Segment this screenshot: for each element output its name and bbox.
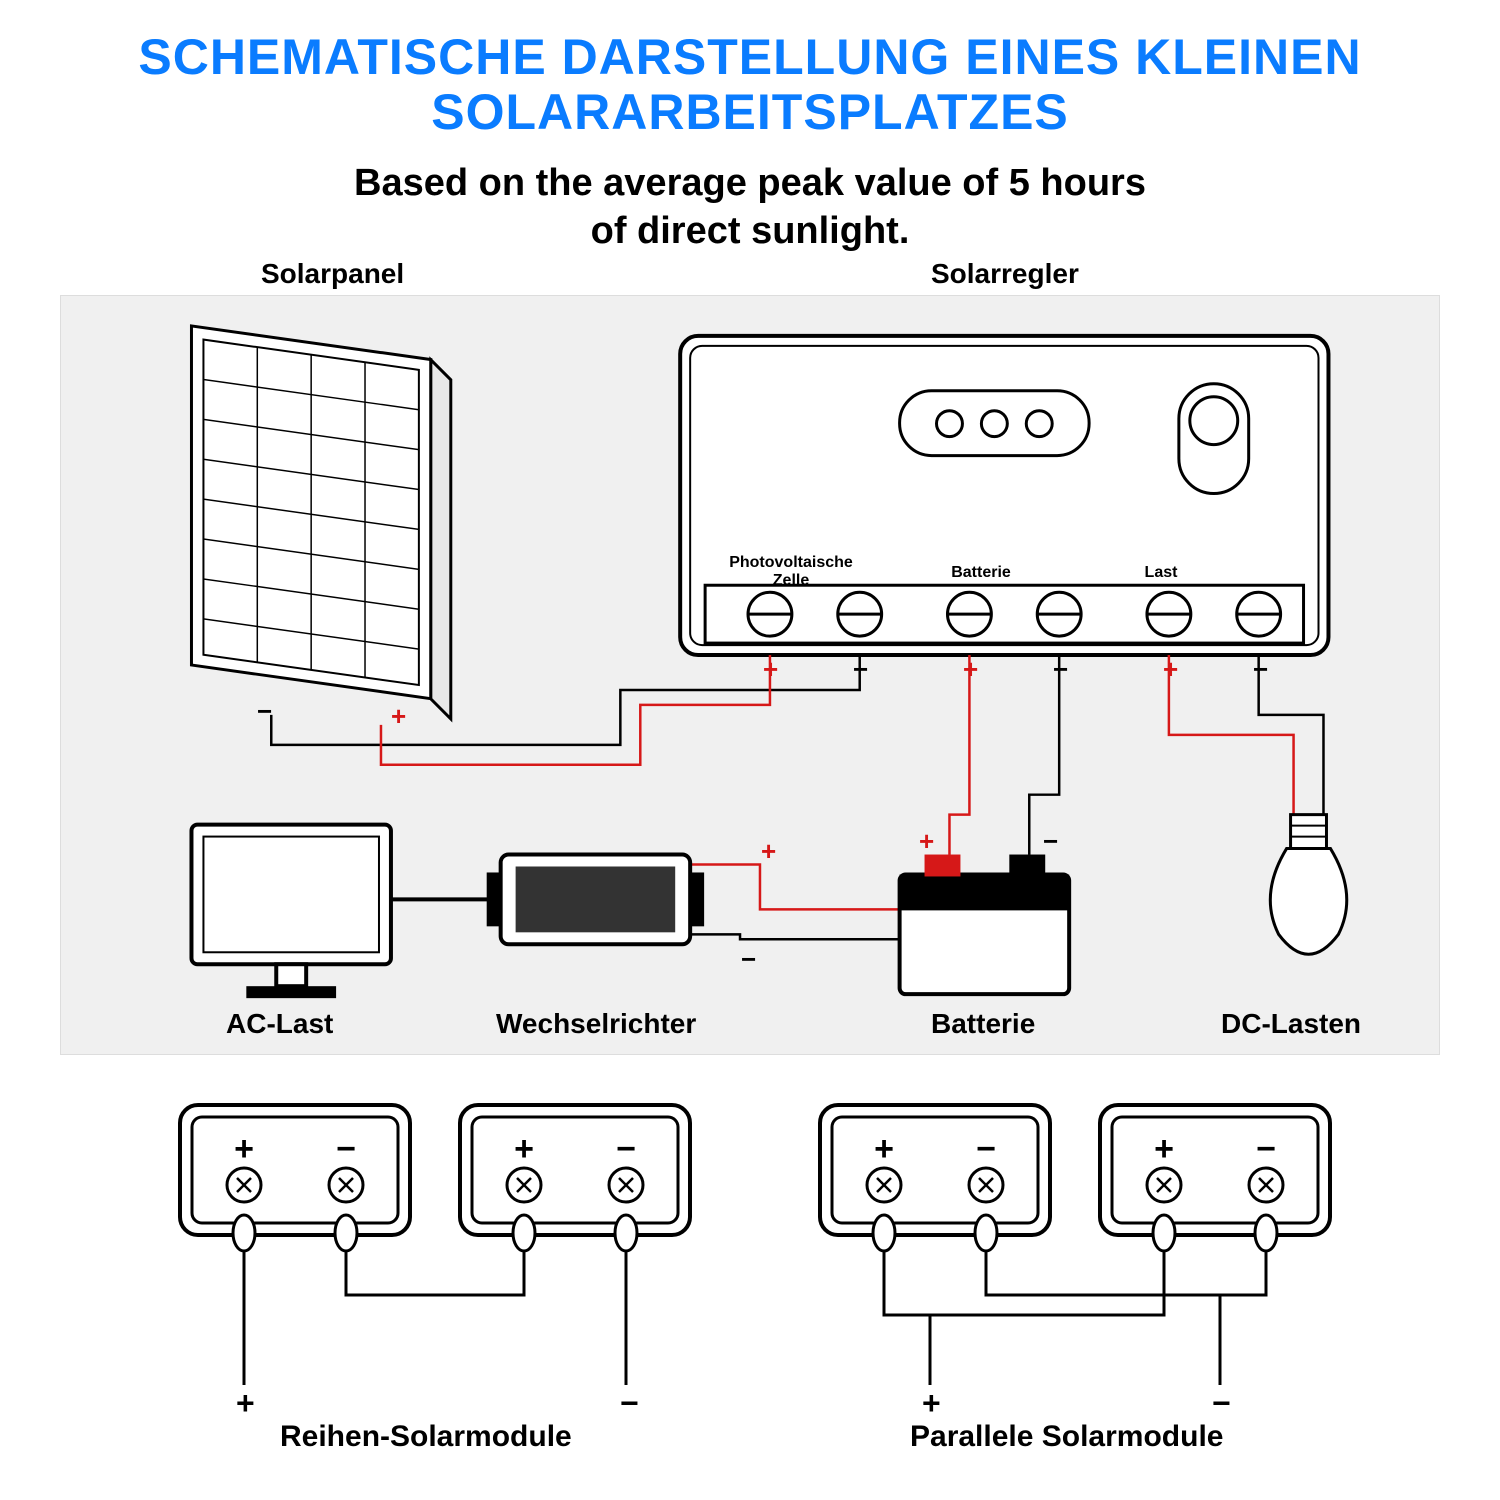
par-out-plus: + (922, 1385, 941, 1422)
t5-plus: + (1163, 654, 1178, 685)
label-batt-port: Batterie (931, 564, 1031, 582)
module-parallel-2: + − (1100, 1105, 1330, 1251)
label-solarpanel: Solarpanel (261, 258, 404, 290)
solar-controller-icon (680, 336, 1328, 655)
svg-text:+: + (1154, 1130, 1174, 1168)
battery-icon (900, 855, 1070, 995)
label-solarregler: Solarregler (931, 258, 1079, 290)
inverter-icon (487, 855, 704, 945)
diagram-svg (61, 296, 1439, 1054)
module-series-2: + − (460, 1105, 690, 1251)
module-parallel-1: + − (820, 1105, 1050, 1251)
main-diagram: Solarpanel Solarregler (60, 295, 1440, 1055)
label-reihen: Reihen-Solarmodule (280, 1420, 572, 1454)
panel-plus: + (391, 701, 406, 732)
svg-text:+: + (234, 1130, 254, 1168)
label-last-port: Last (1121, 564, 1201, 582)
svg-text:+: + (874, 1130, 894, 1168)
panel-minus: − (257, 696, 272, 727)
bulb-icon (1270, 815, 1346, 955)
main-title: SCHEMATISCHE DARSTELLUNG EINES KLEINEN S… (0, 0, 1500, 140)
solar-panel-icon (191, 326, 450, 719)
module-series-1: + − (180, 1105, 410, 1251)
label-parallel: Parallele Solarmodule (910, 1420, 1223, 1454)
subtitle-line1: Based on the average peak value of 5 hou… (354, 162, 1146, 204)
t2-minus: − (853, 654, 868, 685)
inv-minus: − (741, 944, 756, 975)
svg-text:−: − (976, 1130, 996, 1168)
label-wechselrichter: Wechselrichter (496, 1008, 696, 1040)
par-out-minus: − (1212, 1385, 1231, 1422)
monitor-icon (191, 825, 390, 999)
label-pv-port: PhotovoltaischeZelle (721, 554, 861, 589)
label-aclast: AC-Last (226, 1008, 333, 1040)
batt-plus: + (919, 826, 934, 857)
t4-minus: − (1053, 654, 1068, 685)
svg-text:+: + (514, 1130, 534, 1168)
bottom-svg: + − + − + − (60, 1085, 1440, 1465)
subtitle: Based on the average peak value of 5 hou… (0, 160, 1500, 255)
svg-text:−: − (336, 1130, 356, 1168)
svg-text:−: − (616, 1130, 636, 1168)
batt-minus: − (1043, 826, 1058, 857)
t1-plus: + (763, 654, 778, 685)
bottom-diagram: + − + − + − (60, 1085, 1440, 1465)
inv-plus: + (761, 836, 776, 867)
svg-text:−: − (1256, 1130, 1276, 1168)
t3-plus: + (963, 654, 978, 685)
label-batterie: Batterie (931, 1008, 1035, 1040)
series-out-plus: + (236, 1385, 255, 1422)
label-dclasten: DC-Lasten (1221, 1008, 1361, 1040)
series-out-minus: − (620, 1385, 639, 1422)
subtitle-line2: of direct sunlight. (591, 210, 910, 252)
t6-minus: − (1253, 654, 1268, 685)
